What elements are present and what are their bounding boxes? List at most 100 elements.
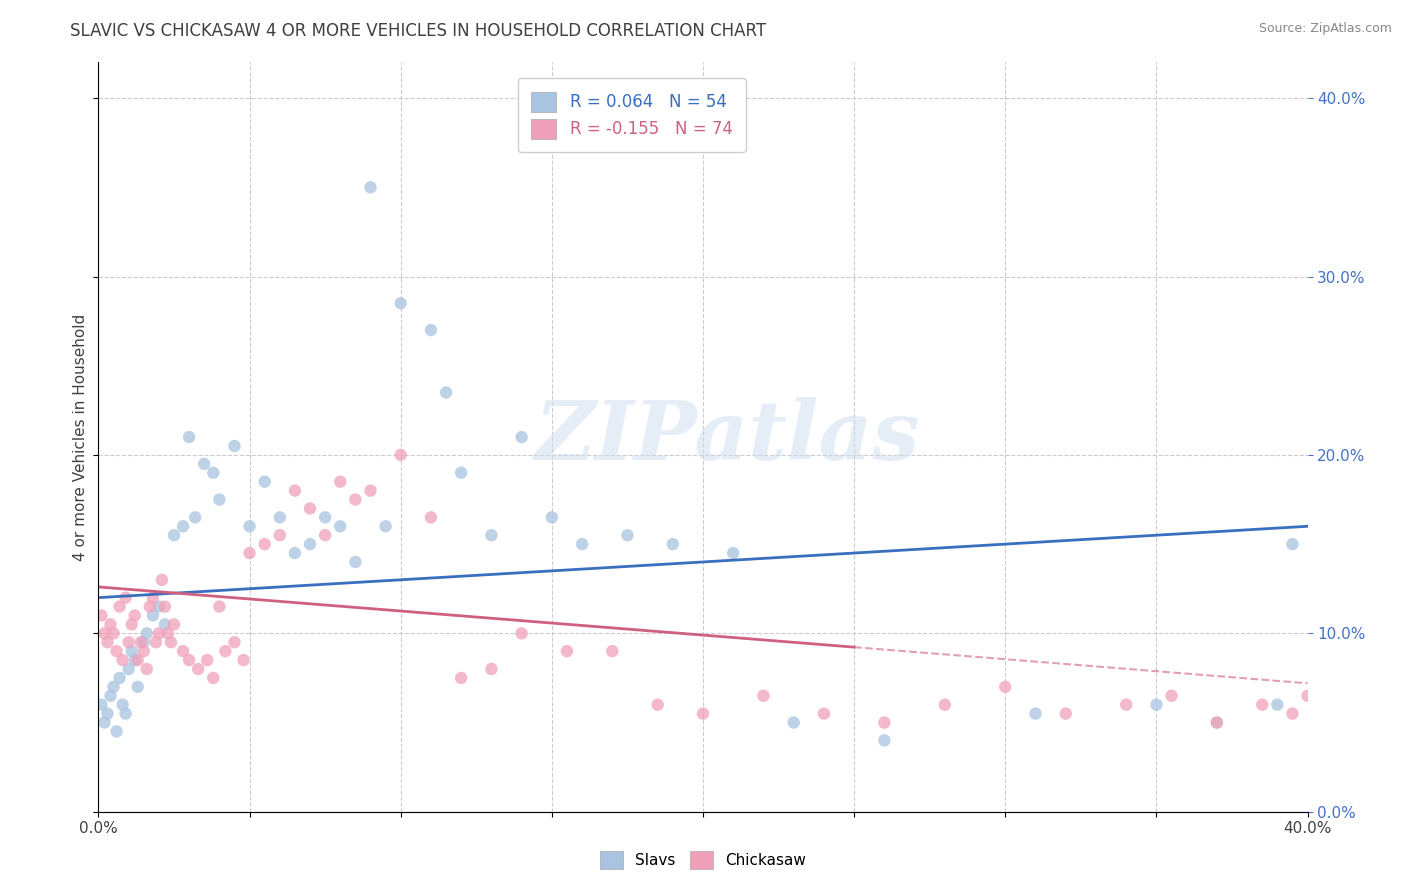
- Point: [616, 528, 638, 542]
- Point: [96, 635, 118, 649]
- Point: [202, 671, 225, 685]
- Point: [111, 653, 134, 667]
- Point: [118, 662, 141, 676]
- Point: [344, 555, 367, 569]
- Point: [127, 680, 149, 694]
- Legend: Slavs, Chickasaw: Slavs, Chickasaw: [593, 845, 813, 875]
- Text: Source: ZipAtlas.com: Source: ZipAtlas.com: [1258, 22, 1392, 36]
- Point: [90, 608, 112, 623]
- Point: [360, 180, 382, 194]
- Point: [127, 653, 149, 667]
- Point: [187, 662, 209, 676]
- Point: [1267, 698, 1289, 712]
- Point: [148, 626, 170, 640]
- Point: [93, 626, 115, 640]
- Point: [450, 671, 472, 685]
- Point: [752, 689, 775, 703]
- Point: [239, 519, 262, 533]
- Point: [108, 671, 131, 685]
- Point: [1251, 698, 1274, 712]
- Point: [555, 644, 578, 658]
- Point: [692, 706, 714, 721]
- Point: [184, 510, 207, 524]
- Point: [132, 644, 155, 658]
- Point: [314, 510, 336, 524]
- Point: [1281, 706, 1303, 721]
- Point: [510, 626, 533, 640]
- Point: [1206, 715, 1229, 730]
- Point: [284, 546, 307, 560]
- Point: [253, 537, 276, 551]
- Point: [114, 706, 136, 721]
- Point: [329, 519, 352, 533]
- Point: [723, 546, 745, 560]
- Point: [389, 448, 412, 462]
- Point: [208, 599, 231, 614]
- Point: [179, 430, 201, 444]
- Point: [150, 573, 173, 587]
- Point: [156, 626, 179, 640]
- Point: [179, 653, 201, 667]
- Point: [208, 492, 231, 507]
- Point: [510, 430, 533, 444]
- Point: [103, 626, 125, 640]
- Point: [299, 501, 322, 516]
- Point: [661, 537, 683, 551]
- Point: [1206, 715, 1229, 730]
- Point: [389, 296, 412, 310]
- Point: [93, 715, 115, 730]
- Point: [1281, 537, 1303, 551]
- Point: [1054, 706, 1077, 721]
- Point: [994, 680, 1017, 694]
- Point: [374, 519, 396, 533]
- Point: [193, 457, 215, 471]
- Point: [1296, 689, 1319, 703]
- Point: [239, 546, 262, 560]
- Point: [139, 599, 162, 614]
- Point: [160, 635, 183, 649]
- Y-axis label: 4 or more Vehicles in Household: 4 or more Vehicles in Household: [73, 313, 89, 561]
- Point: [571, 537, 593, 551]
- Point: [195, 653, 218, 667]
- Point: [202, 466, 225, 480]
- Point: [434, 385, 457, 400]
- Point: [934, 698, 956, 712]
- Point: [129, 635, 152, 649]
- Point: [100, 617, 122, 632]
- Point: [111, 698, 134, 712]
- Point: [299, 537, 322, 551]
- Point: [314, 528, 336, 542]
- Point: [132, 635, 155, 649]
- Point: [232, 653, 254, 667]
- Point: [329, 475, 352, 489]
- Point: [96, 706, 118, 721]
- Point: [224, 635, 246, 649]
- Point: [1115, 698, 1137, 712]
- Text: ZIPatlas: ZIPatlas: [534, 397, 920, 477]
- Point: [108, 599, 131, 614]
- Point: [420, 323, 443, 337]
- Point: [253, 475, 276, 489]
- Point: [269, 510, 291, 524]
- Point: [100, 689, 122, 703]
- Point: [142, 608, 165, 623]
- Point: [124, 608, 146, 623]
- Point: [145, 635, 167, 649]
- Point: [90, 698, 112, 712]
- Point: [1160, 689, 1182, 703]
- Point: [1386, 706, 1406, 721]
- Point: [172, 644, 194, 658]
- Point: [105, 644, 128, 658]
- Point: [142, 591, 165, 605]
- Point: [121, 617, 143, 632]
- Point: [163, 617, 186, 632]
- Point: [135, 662, 157, 676]
- Point: [813, 706, 835, 721]
- Point: [103, 680, 125, 694]
- Point: [284, 483, 307, 498]
- Point: [420, 510, 443, 524]
- Point: [344, 492, 367, 507]
- Point: [481, 528, 503, 542]
- Point: [124, 653, 146, 667]
- Point: [153, 599, 176, 614]
